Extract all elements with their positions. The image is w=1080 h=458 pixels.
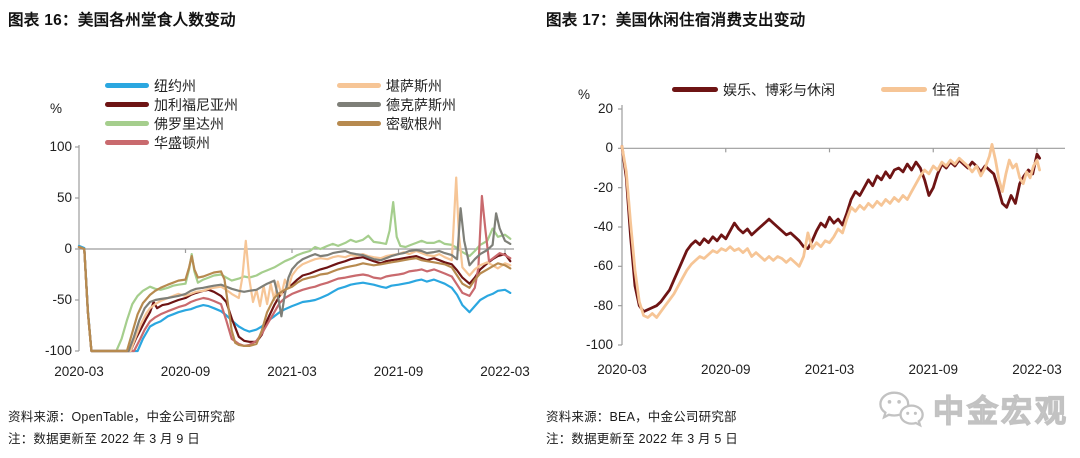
legend-item-佛罗里达州: 佛罗里达州 [105,115,224,132]
legend-label: 佛罗里达州 [154,115,224,132]
legend-item-纽约州: 纽约州 [105,77,196,94]
x-axis-tick-label: 2020-03 [597,362,647,377]
series-line-德克萨斯州 [77,207,512,353]
y-axis-tick-label: -40 [593,219,613,234]
legend-label: 加利福尼亚州 [154,96,238,113]
figure17-title: 图表 17：美国休闲住宿消费支出变动 [546,12,806,29]
x-axis-tick-label: 2021-09 [373,364,424,379]
y-axis-tick-label: -50 [52,292,72,307]
series-line-住宿 [620,142,1041,319]
legend-item-华盛顿州: 华盛顿州 [105,134,210,151]
y-axis-tick-label: 20 [597,101,613,116]
y-axis-tick-label: -20 [593,179,613,195]
x-axis-tick-label: 2021-03 [804,362,855,377]
x-axis-tick-label: 2020-09 [160,364,211,379]
y-axis-tick-label: -100 [585,337,613,352]
figure16-title: 图表 16：美国各州堂食人数变动 [8,12,236,29]
figure17-source-note: 资料来源：BEA，中金公司研究部 [546,410,737,424]
legend-swatch [105,83,149,88]
series-line-密歇根州 [77,245,512,353]
wechat-logo-icon [879,391,924,427]
legend-label: 密歇根州 [386,115,442,132]
legend-item-娱乐、博彩与休闲: 娱乐、博彩与休闲 [672,81,835,98]
y-axis-tick-label: -60 [593,258,613,274]
watermark-brand: 中金宏观 [878,386,1069,431]
x-axis-tick-label: 2021-09 [908,362,959,377]
figure16-update-note: 注：数据更新至 2022 年 3 月 9 日 [8,432,200,446]
legend-label: 华盛顿州 [154,134,210,151]
x-axis-tick-label: 2021-03 [267,364,317,379]
legend-swatch [105,140,149,145]
legend-item-德克萨斯州: 德克萨斯州 [337,96,456,113]
legend-label: 娱乐、博彩与休闲 [723,81,835,98]
legend-swatch [672,87,718,92]
x-axis-tick-label: 2020-03 [54,364,104,379]
y-axis-tick-label: 0 [64,241,72,256]
legend-item-密歇根州: 密歇根州 [337,115,442,132]
legend-label: 堪萨斯州 [386,77,442,94]
x-axis-tick-label: 2020-09 [700,362,751,377]
x-axis-tick-label: 2022-03 [480,364,530,379]
legend-swatch [337,102,381,107]
series-line-加利福尼亚州 [77,245,512,353]
figure16-source-note: 资料来源：OpenTable，中金公司研究部 [8,410,236,424]
y-axis-tick-label: 0 [605,140,613,156]
figure16-y-axis-unit: % [49,101,62,116]
y-axis-tick-label: -100 [44,343,72,358]
series-line-纽约州 [77,244,512,353]
figure17-update-note: 注：数据更新至 2022 年 3 月 5 日 [546,432,738,446]
series-line-华盛顿州 [77,194,512,353]
legend-item-住宿: 住宿 [881,81,960,98]
legend-swatch [881,87,927,92]
y-axis-tick-label: -80 [593,297,613,313]
legend-label: 住宿 [932,81,960,98]
legend-item-堪萨斯州: 堪萨斯州 [337,77,442,94]
figure17-y-axis-unit: % [578,87,591,102]
series-line-佛罗里达州 [77,201,512,353]
legend-swatch [105,121,149,126]
y-axis-tick-label: 100 [49,139,72,154]
legend-swatch [337,83,381,88]
x-axis-tick-label: 2022-03 [1012,362,1062,377]
legend-label: 纽约州 [154,77,196,94]
legend-item-加利福尼亚州: 加利福尼亚州 [105,96,238,113]
legend-label: 德克萨斯州 [386,96,456,113]
legend-swatch [337,121,381,126]
watermark-text: 中金宏观 [932,393,1069,429]
series-line-娱乐、博彩与休闲 [620,144,1041,314]
legend-swatch [105,102,149,107]
y-axis-tick-label: 50 [56,190,72,205]
